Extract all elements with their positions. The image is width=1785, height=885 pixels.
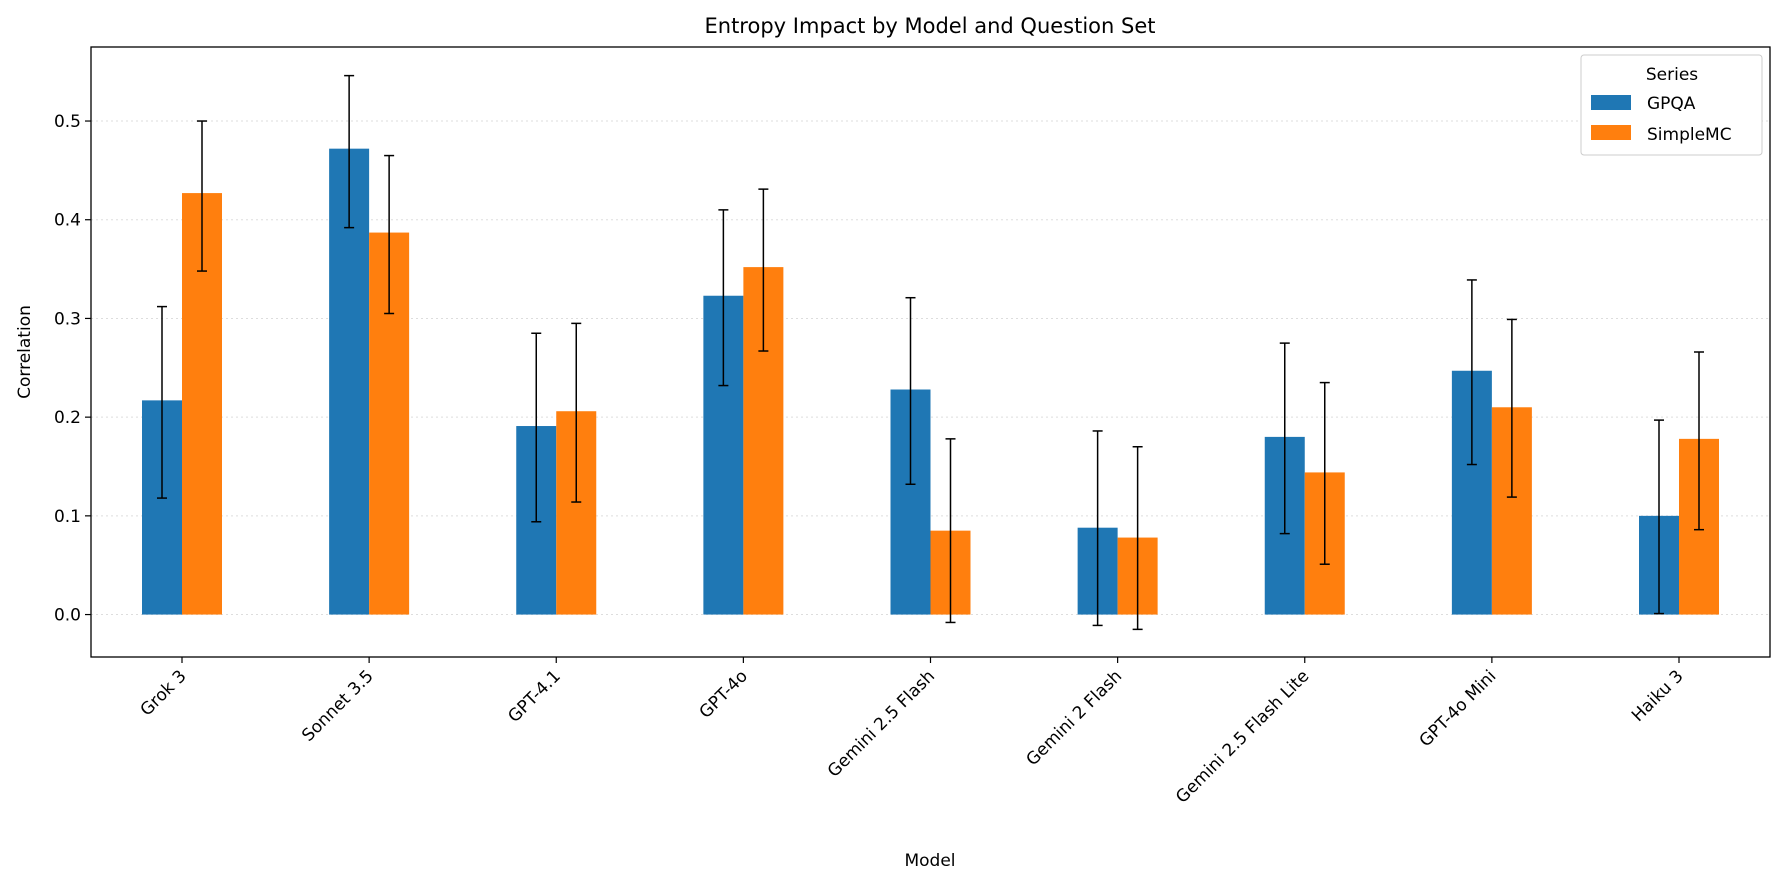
legend-label-simplemc: SimpleMC <box>1647 125 1732 145</box>
x-axis-label: Model <box>904 851 955 871</box>
y-tick-label: 0.5 <box>54 112 81 132</box>
error-bars <box>157 74 1704 631</box>
y-tick-label: 0.3 <box>54 309 81 329</box>
legend-label-gpqa: GPQA <box>1647 94 1696 114</box>
y-tick-label: 0.4 <box>54 211 81 231</box>
y-axis-label: Correlation <box>15 305 35 399</box>
y-tick-label: 0.0 <box>54 606 81 626</box>
legend-title: Series <box>1646 65 1698 85</box>
y-tick-label: 0.2 <box>54 408 81 428</box>
y-axis: 0.0 0.1 0.2 0.3 0.4 0.5 <box>54 112 91 626</box>
legend-swatch-simplemc <box>1591 125 1631 140</box>
legend: Series GPQA SimpleMC <box>1580 54 1763 156</box>
chart-title: Entropy Impact by Model and Question Set <box>705 14 1156 38</box>
legend-swatch-gpqa <box>1591 95 1631 110</box>
y-tick-label: 0.1 <box>54 507 81 527</box>
